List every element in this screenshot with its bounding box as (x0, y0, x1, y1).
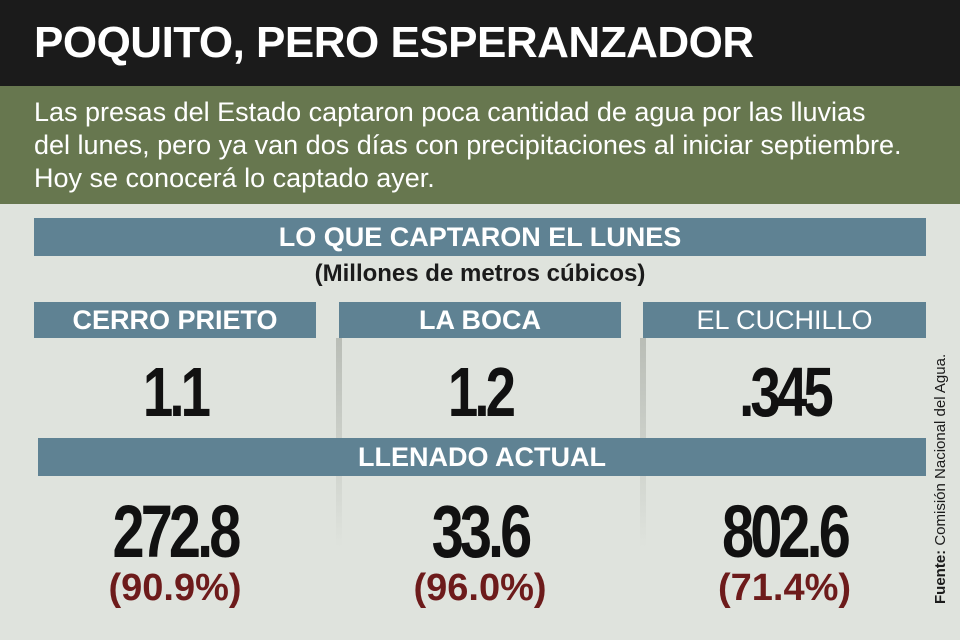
dam-header-cerro-prieto: CERRO PRIETO (34, 302, 316, 338)
subtitle-bar: Las presas del Estado captaron poca cant… (0, 86, 960, 204)
percent-el-cuchillo: (71.4%) (717, 567, 852, 609)
captured-value-cerro-prieto: 1.1 (142, 353, 211, 431)
captured-value-la-boca: 1.2 (447, 353, 516, 431)
captured-value-el-cuchillo: .345 (739, 353, 834, 431)
level-section-header: LLENADO ACTUAL (38, 438, 926, 476)
level-value-la-boca: 33.6 (431, 490, 533, 573)
percent-cerro-prieto: (90.9%) (108, 567, 242, 609)
units-label: (Millones de metros cúbicos) (314, 260, 646, 287)
percent-la-boca: (96.0%) (413, 567, 547, 609)
dam-header-la-boca: LA BOCA (339, 302, 621, 338)
title-bar: POQUITO, PERO ESPERANZADOR (0, 0, 960, 86)
source-label: Fuente: (932, 549, 949, 604)
source-credit: Fuente: Comisión Nacional del Agua. (932, 304, 949, 604)
dam-header-el-cuchillo: EL CUCHILLO (643, 302, 926, 338)
page-title: POQUITO, PERO ESPERANZADOR (34, 18, 754, 67)
page-subtitle: Las presas del Estado captaron poca cant… (34, 97, 902, 193)
level-value-cerro-prieto: 272.8 (112, 490, 242, 573)
captured-section-header: LO QUE CAPTARON EL LUNES (34, 218, 926, 256)
level-value-el-cuchillo: 802.6 (722, 490, 851, 573)
source-text: Comisión Nacional del Agua. (932, 353, 949, 550)
